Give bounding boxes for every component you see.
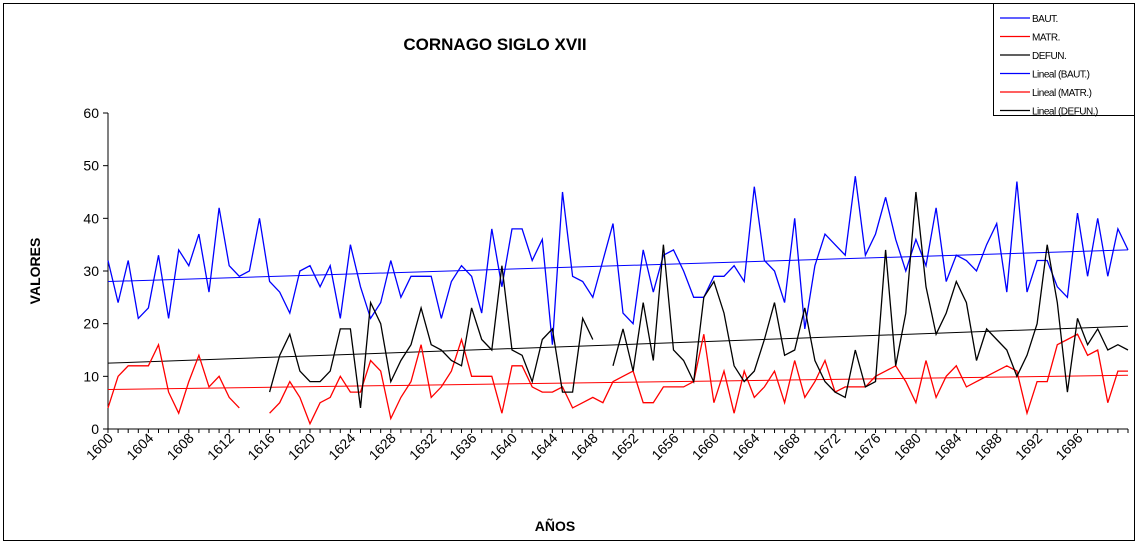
chart-title: CORNAGO SIGLO XVII (403, 35, 586, 54)
legend-label: Lineal (BAUT.) (1032, 70, 1090, 81)
y-axis-label: VALORES (27, 238, 43, 305)
legend-box (993, 3, 1135, 116)
y-tick-label: 10 (83, 368, 99, 384)
legend-label: DEFUN. (1032, 51, 1066, 62)
y-tick-label: 30 (83, 263, 99, 279)
series-line (107, 176, 1129, 345)
series-line (107, 333, 1128, 426)
chart-border (3, 3, 1135, 541)
trend-line (107, 325, 1129, 364)
y-tick-label: 50 (83, 158, 99, 174)
legend-label: Lineal (MATR.) (1032, 88, 1092, 99)
y-tick-label: 0 (91, 421, 99, 437)
legend-label: BAUT. (1032, 14, 1058, 25)
y-tick-label: 60 (83, 105, 99, 121)
series-line (268, 191, 1129, 408)
y-tick-label: 20 (83, 316, 99, 332)
legend-label: Lineal (DEFUN.) (1032, 107, 1098, 118)
trend-line (107, 374, 1129, 390)
y-tick-label: 40 (83, 210, 99, 226)
x-axis-label: AÑOS (535, 517, 575, 534)
legend-label: MATR. (1032, 33, 1060, 44)
